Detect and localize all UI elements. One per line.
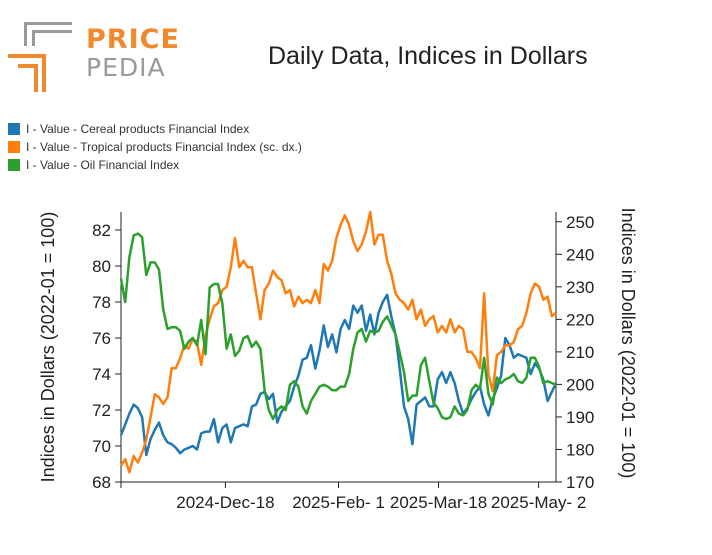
right-tick-label-3: 200 xyxy=(566,375,594,394)
chart-title: Daily Data, Indices in Dollars xyxy=(268,42,588,70)
legend-label-oil: I - Value - Oil Financial Index xyxy=(26,158,180,172)
left-axis-title: Indices in Dollars (2022-01 = 100) xyxy=(38,212,58,483)
legend-item-oil[interactable]: I - Value - Oil Financial Index xyxy=(8,156,302,174)
pricepedia-logo: PRICE PEDIA xyxy=(8,20,179,95)
left-tick-label-0: 68 xyxy=(92,473,111,492)
x-tick-label-1: 2025-Feb- 1 xyxy=(292,493,385,512)
legend-swatch-oil xyxy=(8,159,20,171)
right-axis-title: Indices in Dollars (2022-01 = 100) xyxy=(618,208,638,479)
right-tick-label-1: 180 xyxy=(566,440,594,459)
left-tick-label-6: 80 xyxy=(92,257,111,276)
left-tick-label-1: 70 xyxy=(92,437,111,456)
right-tick-label-0: 170 xyxy=(566,473,594,492)
x-tick-label-0: 2024-Dec-18 xyxy=(176,493,274,512)
left-tick-label-4: 76 xyxy=(92,329,111,348)
x-axis-ticks: 2024-Dec-18 2025-Feb- 1 2025-Mar-18 2025-Ma… xyxy=(120,482,586,512)
chart-legend: I - Value - Cereal products Financial In… xyxy=(8,120,302,174)
right-tick-label-7: 240 xyxy=(566,245,594,264)
logo-mark-icon xyxy=(8,22,72,92)
left-tick-label-7: 82 xyxy=(92,221,111,240)
right-tick-label-2: 190 xyxy=(566,408,594,427)
right-tick-label-5: 220 xyxy=(566,310,594,329)
logo-word-price: PRICE xyxy=(86,24,180,55)
series-line-cereal xyxy=(119,293,558,457)
right-axis-ticks: 170 180 190 200 210 220 230 240 250 xyxy=(556,213,594,492)
left-tick-label-3: 74 xyxy=(92,365,111,384)
series-lines xyxy=(119,210,558,474)
left-tick-label-2: 72 xyxy=(92,401,111,420)
legend-label-tropical: I - Value - Tropical products Financial … xyxy=(26,140,302,154)
x-tick-label-3: 2025-May- 2 xyxy=(491,493,586,512)
left-tick-label-5: 78 xyxy=(92,293,111,312)
right-tick-label-4: 210 xyxy=(566,343,594,362)
legend-item-tropical[interactable]: I - Value - Tropical products Financial … xyxy=(8,138,302,156)
legend-item-cereal[interactable]: I - Value - Cereal products Financial In… xyxy=(8,120,302,138)
series-line-oil xyxy=(119,232,557,421)
right-tick-label-8: 250 xyxy=(566,213,594,232)
legend-swatch-tropical xyxy=(8,141,20,153)
left-axis-ticks: 68 70 72 74 76 78 80 82 xyxy=(92,221,121,492)
x-tick-label-2: 2025-Mar-18 xyxy=(390,493,487,512)
logo-word-pedia: PEDIA xyxy=(86,53,166,82)
legend-swatch-cereal xyxy=(8,123,20,135)
right-tick-label-6: 230 xyxy=(566,278,594,297)
legend-label-cereal: I - Value - Cereal products Financial In… xyxy=(26,122,250,136)
